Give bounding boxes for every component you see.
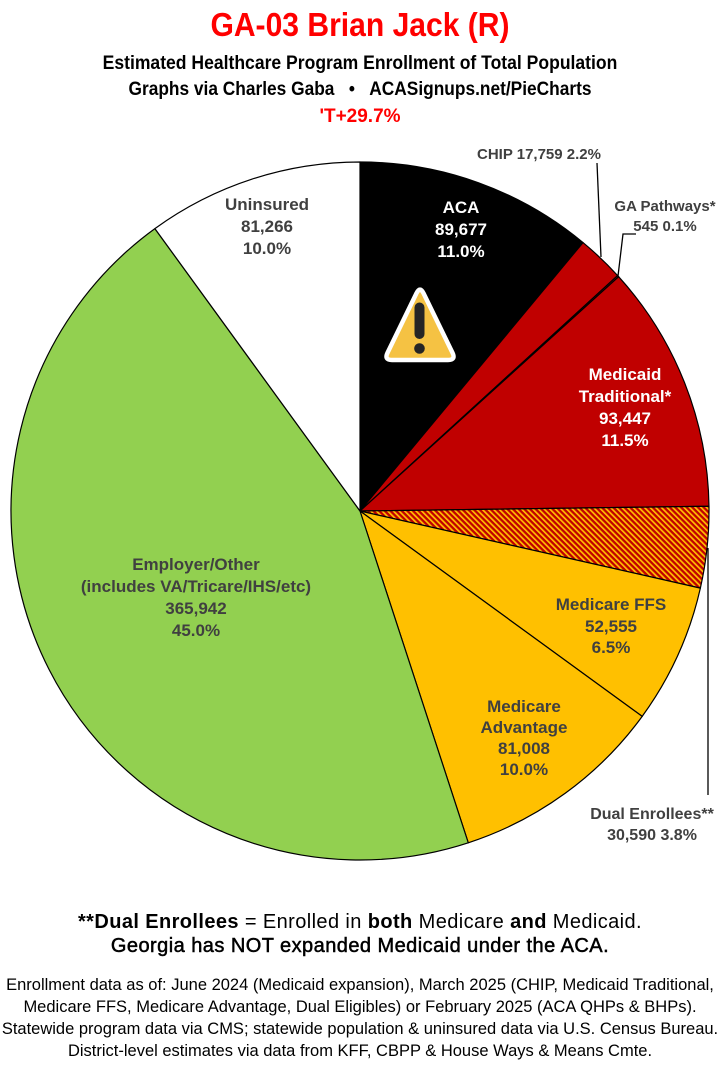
svg-text:545 0.1%: 545 0.1% — [633, 218, 696, 235]
svg-text:Uninsured: Uninsured — [225, 195, 309, 214]
svg-text:11.5%: 11.5% — [601, 431, 648, 450]
svg-text:89,677: 89,677 — [435, 220, 487, 239]
svg-text:93,447: 93,447 — [599, 409, 651, 428]
svg-text:(includes VA/Tricare/IHS/etc): (includes VA/Tricare/IHS/etc) — [81, 577, 311, 596]
svg-text:81,008: 81,008 — [498, 739, 550, 758]
svg-text:52,555: 52,555 — [585, 617, 637, 636]
svg-text:Employer/Other: Employer/Other — [132, 555, 260, 574]
svg-text:Dual Enrollees**: Dual Enrollees** — [590, 806, 714, 823]
svg-text:45.0%: 45.0% — [172, 621, 220, 640]
svg-text:10.0%: 10.0% — [500, 760, 548, 779]
svg-text:81,266: 81,266 — [241, 217, 293, 236]
svg-text:Medicare: Medicare — [487, 697, 561, 716]
svg-text:30,590 3.8%: 30,590 3.8% — [607, 827, 697, 844]
svg-text:11.0%: 11.0% — [437, 242, 484, 261]
svg-text:Medicaid: Medicaid — [589, 365, 662, 384]
svg-text:ACA: ACA — [443, 198, 480, 217]
svg-text:10.0%: 10.0% — [243, 239, 291, 258]
svg-text:Traditional*: Traditional* — [579, 387, 672, 406]
svg-text:6.5%: 6.5% — [592, 638, 631, 657]
svg-text:CHIP 17,759 2.2%: CHIP 17,759 2.2% — [477, 146, 601, 163]
svg-text:Medicare FFS: Medicare FFS — [556, 595, 667, 614]
svg-text:365,942: 365,942 — [165, 599, 226, 618]
svg-text:Advantage: Advantage — [481, 718, 568, 737]
svg-text:GA Pathways*: GA Pathways* — [614, 198, 715, 215]
